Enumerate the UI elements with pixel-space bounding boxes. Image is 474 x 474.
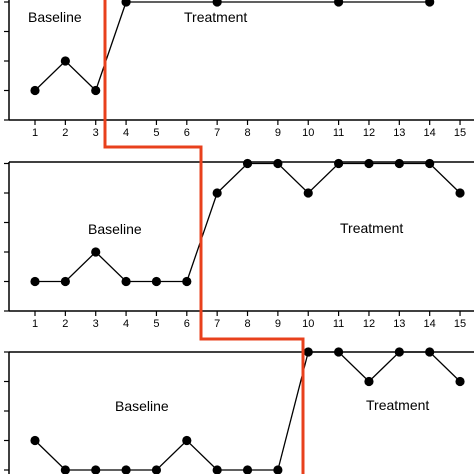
panel-3-baseline-point [60, 465, 70, 474]
panel-2-baseline-point [91, 247, 101, 257]
panel-2-treatment-point [455, 188, 465, 198]
panel-1-x-tick-label: 11 [333, 127, 344, 139]
panel-2-x-tick-label: 14 [424, 318, 436, 330]
panel-2-treatment-point [273, 158, 283, 169]
panel-1-x-tick-label: 2 [62, 127, 68, 139]
panel-3-treatment-point [364, 376, 374, 387]
panel-2-x-tick-label: 7 [214, 318, 220, 330]
panel-1-x-tick-label: 13 [393, 127, 405, 139]
panel-1-x-tick-label: 12 [363, 127, 375, 139]
panel-1-treatment-point [121, 0, 131, 7]
panel-1-x-tick-label: 9 [275, 127, 281, 139]
panel-3-baseline-point [242, 465, 253, 474]
panel-1-x-tick-label: 8 [244, 127, 250, 139]
panel-2-treatment-point [242, 158, 253, 169]
phase-change-line [103, 0, 305, 474]
panel-3-treatment-label: Treatment [366, 397, 429, 413]
panel-1-x-tick-label: 1 [32, 127, 38, 139]
panel-2-treatment-point [212, 188, 222, 198]
panel-1-baseline-point [60, 56, 70, 66]
panel-3-baseline-point [121, 465, 131, 474]
panel-1-treatment-point [425, 0, 435, 7]
panel-2-x-tick-label: 5 [153, 318, 159, 330]
panel-1-x-tick-label: 10 [302, 127, 314, 139]
panel-2-x-tick-label: 12 [363, 318, 375, 330]
panel-2-x-tick-label: 11 [333, 318, 344, 330]
panel-2-x-tick-label: 2 [62, 318, 68, 330]
panel-3-baseline-point [182, 435, 192, 446]
panel-2-treatment-point [334, 158, 344, 169]
panel-3-treatment-point [334, 347, 344, 357]
panel-1-phase-connector [95, 1, 127, 91]
panel-3-treatment-point [455, 376, 465, 387]
panel-2-x-tick-label: 6 [184, 318, 190, 330]
panel-2-baseline-point [30, 276, 40, 287]
panel-3-baseline-point [212, 465, 222, 474]
panel-1-x-tick-label: 4 [123, 127, 129, 139]
panel-1-x-tick-label: 3 [93, 127, 99, 139]
panel-2-x-tick-label: 15 [454, 318, 466, 330]
panel-3-treatment-point [303, 347, 313, 357]
panel-2-treatment-point [425, 158, 435, 169]
panel-2-treatment-point [364, 158, 374, 169]
panel-1-baseline-label: Baseline [28, 9, 82, 25]
panel-1-x-tick-label: 15 [454, 127, 466, 139]
panel-3-baseline-point [151, 465, 162, 474]
panel-3-baseline-point [91, 465, 101, 474]
panel-1-x-tick-label: 5 [153, 127, 159, 139]
panel-3-baseline-label: Baseline [115, 398, 169, 414]
panel-2-baseline-point [151, 276, 162, 287]
panel-2-treatment-point [394, 158, 404, 169]
panel-3-baseline-point [273, 465, 283, 474]
panel-2-x-tick-label: 10 [302, 318, 314, 330]
panel-1-baseline-point [91, 85, 101, 96]
panel-3-treatment-point [394, 347, 404, 357]
panel-2-baseline-line [35, 251, 187, 283]
panel-2-treatment-point [303, 188, 313, 198]
panel-1-x-tick-label: 6 [184, 127, 190, 139]
panel-2-x-tick-label: 13 [393, 318, 405, 330]
panel-3-baseline-point [30, 435, 40, 446]
panel-2-x-tick-label: 1 [32, 318, 38, 330]
panel-2-x-tick-label: 8 [244, 318, 250, 330]
panel-1-treatment-point [212, 0, 222, 7]
panel-2-x-tick-label: 3 [93, 318, 99, 330]
panel-3-treatment-point [425, 347, 435, 357]
panel-2-baseline-point [121, 276, 131, 287]
panel-3-treatment-line [308, 351, 461, 383]
panel-1-treatment-label: Treatment [184, 9, 247, 25]
panel-2-x-tick-label: 4 [123, 318, 129, 330]
panel-2-treatment-label: Treatment [340, 220, 403, 236]
panel-2-baseline-label: Baseline [88, 221, 142, 237]
panel-1-x-tick-label: 7 [214, 127, 220, 139]
panel-2-x-tick-label: 9 [275, 318, 281, 330]
panel-1-baseline-point [30, 85, 40, 96]
panel-1-treatment-point [334, 0, 344, 7]
panel-2-baseline-point [60, 276, 70, 287]
panel-2-baseline-point [182, 276, 192, 287]
panel-1-x-tick-label: 14 [424, 127, 436, 139]
